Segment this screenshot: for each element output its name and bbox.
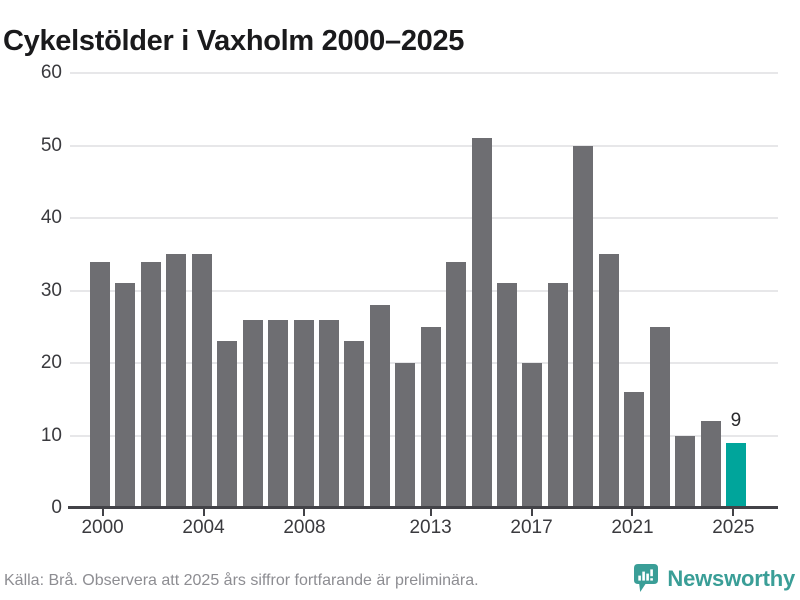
bar-2008: [293, 319, 314, 508]
y-axis-label-20: 20: [40, 352, 62, 373]
x-axis-tick-2008: [303, 509, 306, 516]
bar-2016: [497, 283, 517, 508]
newsworthy-bubble-chart-icon: [631, 562, 661, 595]
x-axis-tick-2013: [429, 509, 432, 516]
bar-2021: [624, 392, 645, 508]
bar-2005: [217, 341, 238, 508]
bar-2024: [700, 421, 721, 508]
bar-2000: [90, 261, 110, 508]
x-axis-label-2021: 2021: [611, 517, 654, 538]
bar-2010: [344, 341, 365, 508]
y-axis-label-10: 10: [40, 424, 62, 446]
x-axis-label-2017: 2017: [510, 517, 553, 538]
newsworthy-logo[interactable]: Newsworthy: [631, 562, 795, 595]
x-axis-label-2013: 2013: [409, 517, 452, 538]
x-axis-label-2025: 2025: [712, 517, 755, 538]
bar-2006: [242, 319, 263, 508]
bar-2022: [649, 326, 670, 508]
x-axis-tick-2021: [631, 509, 634, 516]
bar-2014: [446, 261, 467, 508]
bar-2020: [598, 254, 619, 508]
x-axis-label-2000: 2000: [81, 517, 124, 538]
x-axis-line: [68, 506, 778, 509]
gridline-40: [70, 217, 778, 219]
bar-value-label: 9: [730, 409, 742, 431]
bar-2019: [573, 145, 594, 508]
bar-2015: [471, 138, 492, 508]
bar-2018: [547, 283, 568, 508]
x-axis-tick-2000: [101, 509, 104, 516]
gridline-60: [70, 72, 778, 74]
bars-container: 9: [90, 73, 746, 508]
bar-2003: [166, 254, 187, 508]
bar-2023: [675, 435, 696, 508]
x-axis-label-2008: 2008: [283, 517, 326, 538]
bar-2017: [522, 363, 543, 508]
bar-2025: 9: [725, 410, 746, 508]
bar-2009: [318, 319, 339, 508]
bar-2007: [268, 319, 289, 508]
bar-2001: [115, 283, 136, 508]
y-axis-label-60: 60: [40, 62, 62, 83]
bar-2012: [395, 363, 416, 508]
bar-2011: [369, 305, 390, 508]
y-axis-label-30: 30: [40, 279, 62, 301]
gridline-30: [70, 289, 778, 292]
bar-2013: [420, 326, 441, 508]
x-axis-tick-2025: [732, 509, 735, 516]
source-note: Källa: Brå. Observera att 2025 års siffr…: [4, 572, 479, 589]
y-axis-label-0: 0: [51, 497, 62, 518]
bar-2004: [191, 254, 212, 508]
gridline-50: [70, 144, 778, 147]
y-axis-label-40: 40: [40, 207, 62, 228]
x-axis-tick-2017: [530, 509, 533, 516]
bar-2002: [140, 261, 161, 508]
newsworthy-wordmark: Newsworthy: [667, 565, 795, 591]
x-axis-tick-2004: [202, 509, 205, 516]
y-axis-label-50: 50: [40, 134, 62, 156]
page-title: Cykelstölder i Vaxholm 2000–2025: [3, 25, 465, 58]
x-axis-label-2004: 2004: [182, 517, 225, 538]
